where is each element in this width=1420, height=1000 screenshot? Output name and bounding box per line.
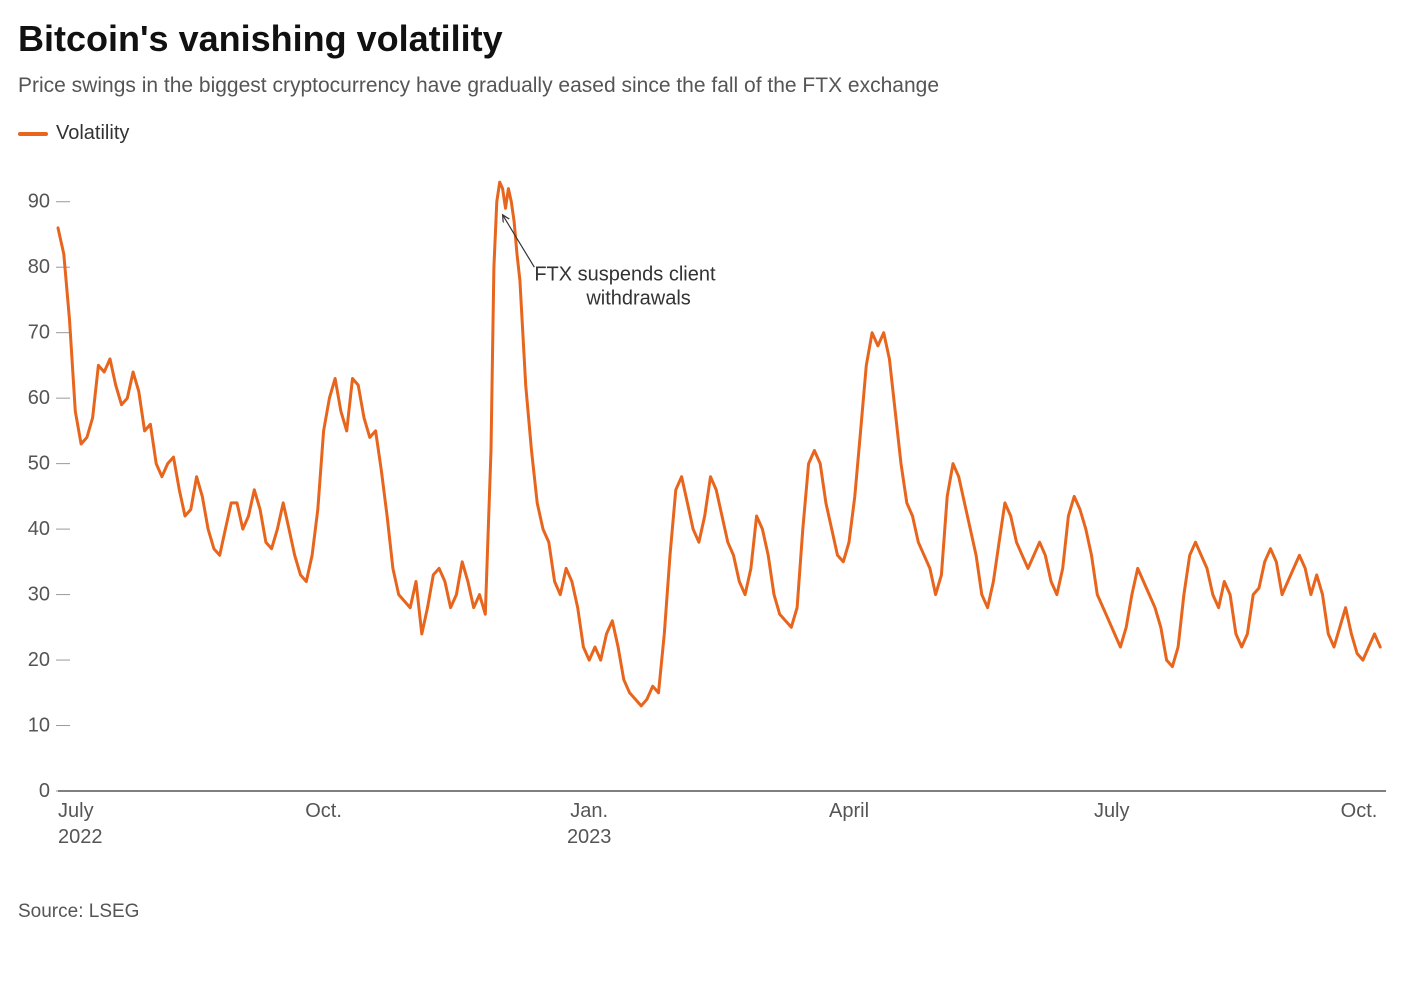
y-tick: 60	[28, 387, 70, 409]
legend-swatch	[18, 132, 48, 136]
svg-text:April: April	[829, 800, 869, 822]
svg-text:2023: 2023	[567, 826, 612, 848]
svg-text:70: 70	[28, 322, 50, 344]
y-tick: 10	[28, 715, 70, 737]
svg-text:80: 80	[28, 256, 50, 278]
y-tick: 30	[28, 584, 70, 606]
chart-title: Bitcoin's vanishing volatility	[18, 18, 1398, 60]
x-tick: Jan. 2023	[567, 800, 612, 848]
x-tick: April	[829, 800, 869, 822]
chart-container: Bitcoin's vanishing volatility Price swi…	[0, 0, 1420, 1000]
y-tick: 20	[28, 649, 70, 671]
svg-text:30: 30	[28, 584, 50, 606]
y-tick: 70	[28, 322, 70, 344]
y-tick: 90	[28, 191, 70, 213]
svg-text:Oct.: Oct.	[305, 800, 342, 822]
legend: Volatility	[18, 122, 1398, 145]
y-tick: 50	[28, 453, 70, 475]
svg-text:40: 40	[28, 518, 50, 540]
svg-text:July: July	[1094, 800, 1130, 822]
chart-subtitle: Price swings in the biggest cryptocurren…	[18, 74, 1398, 98]
annotation-text-line1: FTX suspends client	[534, 263, 716, 285]
svg-text:Oct.: Oct.	[1341, 800, 1378, 822]
svg-text:60: 60	[28, 387, 50, 409]
chart-svg: 0 10 20 30 40 50 60 70 80 90 July 2022 Oct. Jan. 2023 A…	[18, 163, 1398, 863]
x-tick: Oct.	[1341, 800, 1378, 822]
svg-text:July: July	[58, 800, 94, 822]
x-tick: Oct.	[305, 800, 342, 822]
svg-text:10: 10	[28, 715, 50, 737]
source-note: Source: LSEG	[18, 901, 1398, 923]
svg-text:2022: 2022	[58, 826, 103, 848]
chart-plot-area: 0 10 20 30 40 50 60 70 80 90 July 2022 Oct. Jan. 2023 A…	[18, 163, 1398, 863]
legend-label: Volatility	[56, 122, 129, 145]
svg-text:20: 20	[28, 649, 50, 671]
svg-text:0: 0	[39, 780, 50, 802]
volatility-series	[58, 182, 1380, 706]
annotation-text-line2: withdrawals	[585, 287, 690, 309]
y-tick: 40	[28, 518, 70, 540]
x-tick: July	[1094, 800, 1130, 822]
svg-text:90: 90	[28, 191, 50, 213]
x-tick: July 2022	[58, 800, 103, 848]
svg-text:Jan.: Jan.	[570, 800, 608, 822]
svg-text:50: 50	[28, 453, 50, 475]
